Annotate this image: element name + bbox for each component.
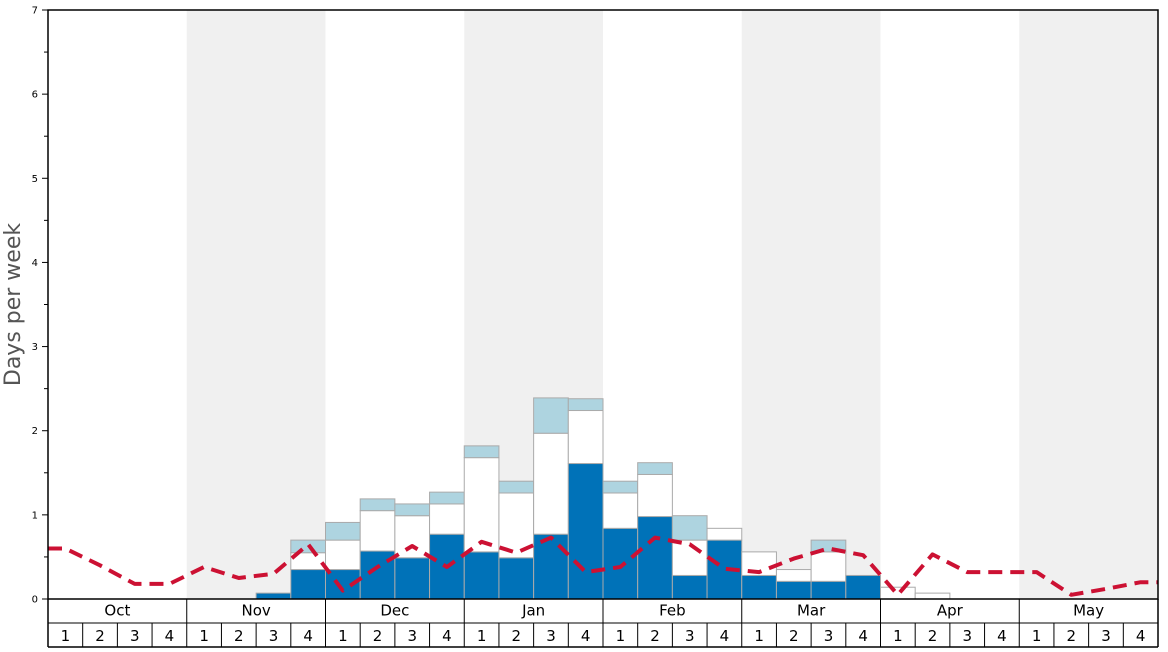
week-label-jan-2: 2 [512,627,522,645]
bar-white-apr-2 [914,592,951,600]
bar-dark-feb-3 [671,574,708,600]
bar-dark-nov-3 [255,592,292,600]
bar-white-mar-3 [810,551,847,582]
month-label-feb: Feb [659,602,686,620]
month-label-nov: Nov [241,602,270,620]
bar-light-feb-3 [671,515,708,541]
bar-dark-jan-2 [498,557,535,600]
bar-light-jan-2 [498,480,535,494]
bar-dark-nov-4 [290,569,326,600]
bar-white-jan-3 [533,432,569,535]
week-label-jan-1: 1 [477,627,487,645]
y-tick-label-4: 4 [32,258,38,269]
bar-light-dec-4 [429,491,465,505]
week-label-dec-1: 1 [338,627,348,645]
y-tick-label-1: 1 [32,510,38,521]
week-label-mar-4: 4 [858,627,868,645]
bar-white-apr-1 [880,586,916,600]
trend-line [48,535,1158,597]
month-shade-nov [186,10,326,599]
y-tick-label-2: 2 [32,426,38,437]
week-label-nov-1: 1 [199,627,209,645]
week-label-nov-4: 4 [303,627,313,645]
week-label-feb-2: 2 [650,627,660,645]
week-label-mar-2: 2 [789,627,799,645]
month-label-oct: Oct [104,602,130,620]
bar-white-dec-1 [325,539,361,571]
week-label-feb-1: 1 [616,627,626,645]
bar-light-feb-2 [637,462,673,475]
week-label-mar-1: 1 [754,627,764,645]
week-label-jan-4: 4 [581,627,591,645]
week-label-oct-4: 4 [165,627,175,645]
bar-dark-jan-4 [567,463,604,600]
month-label-mar: Mar [797,602,826,620]
week-label-may-1: 1 [1032,627,1042,645]
bar-white-feb-1 [602,492,639,529]
y-tick-label-3: 3 [32,342,38,353]
bar-white-mar-2 [775,569,812,582]
bar-dark-mar-3 [810,580,847,600]
month-shade-mar [741,10,881,599]
week-label-may-4: 4 [1136,627,1146,645]
week-label-may-3: 3 [1101,627,1111,645]
month-label-may: May [1073,602,1104,620]
bar-white-feb-4 [706,527,743,541]
bar-white-dec-3 [394,515,431,559]
y-tick-label-0: 0 [32,595,38,606]
bar-light-dec-3 [394,503,431,517]
bar-dark-mar-1 [741,574,777,600]
week-label-apr-1: 1 [893,627,903,645]
week-label-oct-3: 3 [130,627,140,645]
bar-white-jan-1 [463,457,500,553]
week-label-apr-3: 3 [962,627,972,645]
bar-dark-jan-3 [533,533,569,600]
week-label-nov-3: 3 [269,627,279,645]
bar-white-dec-2 [359,510,396,552]
bar-light-jan-1 [463,445,500,459]
bar-light-dec-1 [325,521,361,541]
month-shade-may [1019,10,1158,599]
bar-dark-feb-1 [602,527,639,600]
y-tick-label-6: 6 [32,90,38,101]
bar-light-feb-1 [602,480,639,494]
bar-dark-feb-2 [637,516,673,600]
month-label-apr: Apr [937,602,964,620]
week-label-apr-4: 4 [997,627,1007,645]
week-label-oct-1: 1 [61,627,71,645]
week-label-feb-3: 3 [685,627,695,645]
bar-dark-jan-1 [463,551,500,600]
y-tick-label-7: 7 [32,6,38,17]
y-axis-label: Days per week [1,223,26,386]
week-label-oct-2: 2 [95,627,105,645]
bar-light-jan-3 [533,397,569,434]
axes [42,9,1159,648]
bar-white-feb-2 [637,473,673,518]
week-label-dec-4: 4 [442,627,452,645]
week-label-nov-2: 2 [234,627,244,645]
y-tick-label-5: 5 [32,174,38,185]
week-label-dec-2: 2 [373,627,383,645]
week-label-may-2: 2 [1067,627,1077,645]
bar-light-dec-2 [359,498,396,512]
bar-dark-dec-3 [394,557,431,600]
bar-dark-mar-4 [845,574,881,600]
bar-white-jan-4 [567,410,604,465]
bar-light-jan-4 [567,398,604,412]
month-label-jan: Jan [521,602,545,620]
trend-line-path [48,535,1158,597]
bar-white-dec-4 [429,503,465,535]
week-label-jan-3: 3 [546,627,556,645]
bar-dark-mar-2 [775,580,812,600]
month-label-dec: Dec [380,602,409,620]
week-label-dec-3: 3 [407,627,417,645]
week-label-apr-2: 2 [928,627,938,645]
bar-light-mar-3 [810,539,847,553]
week-label-mar-3: 3 [824,627,834,645]
month-shading [186,10,1158,599]
labels: 0 1 2 3 4 5 6 7 Days per week Oct Nov Dec Jan Feb Mar A… [1,6,1145,646]
week-label-feb-4: 4 [720,627,730,645]
